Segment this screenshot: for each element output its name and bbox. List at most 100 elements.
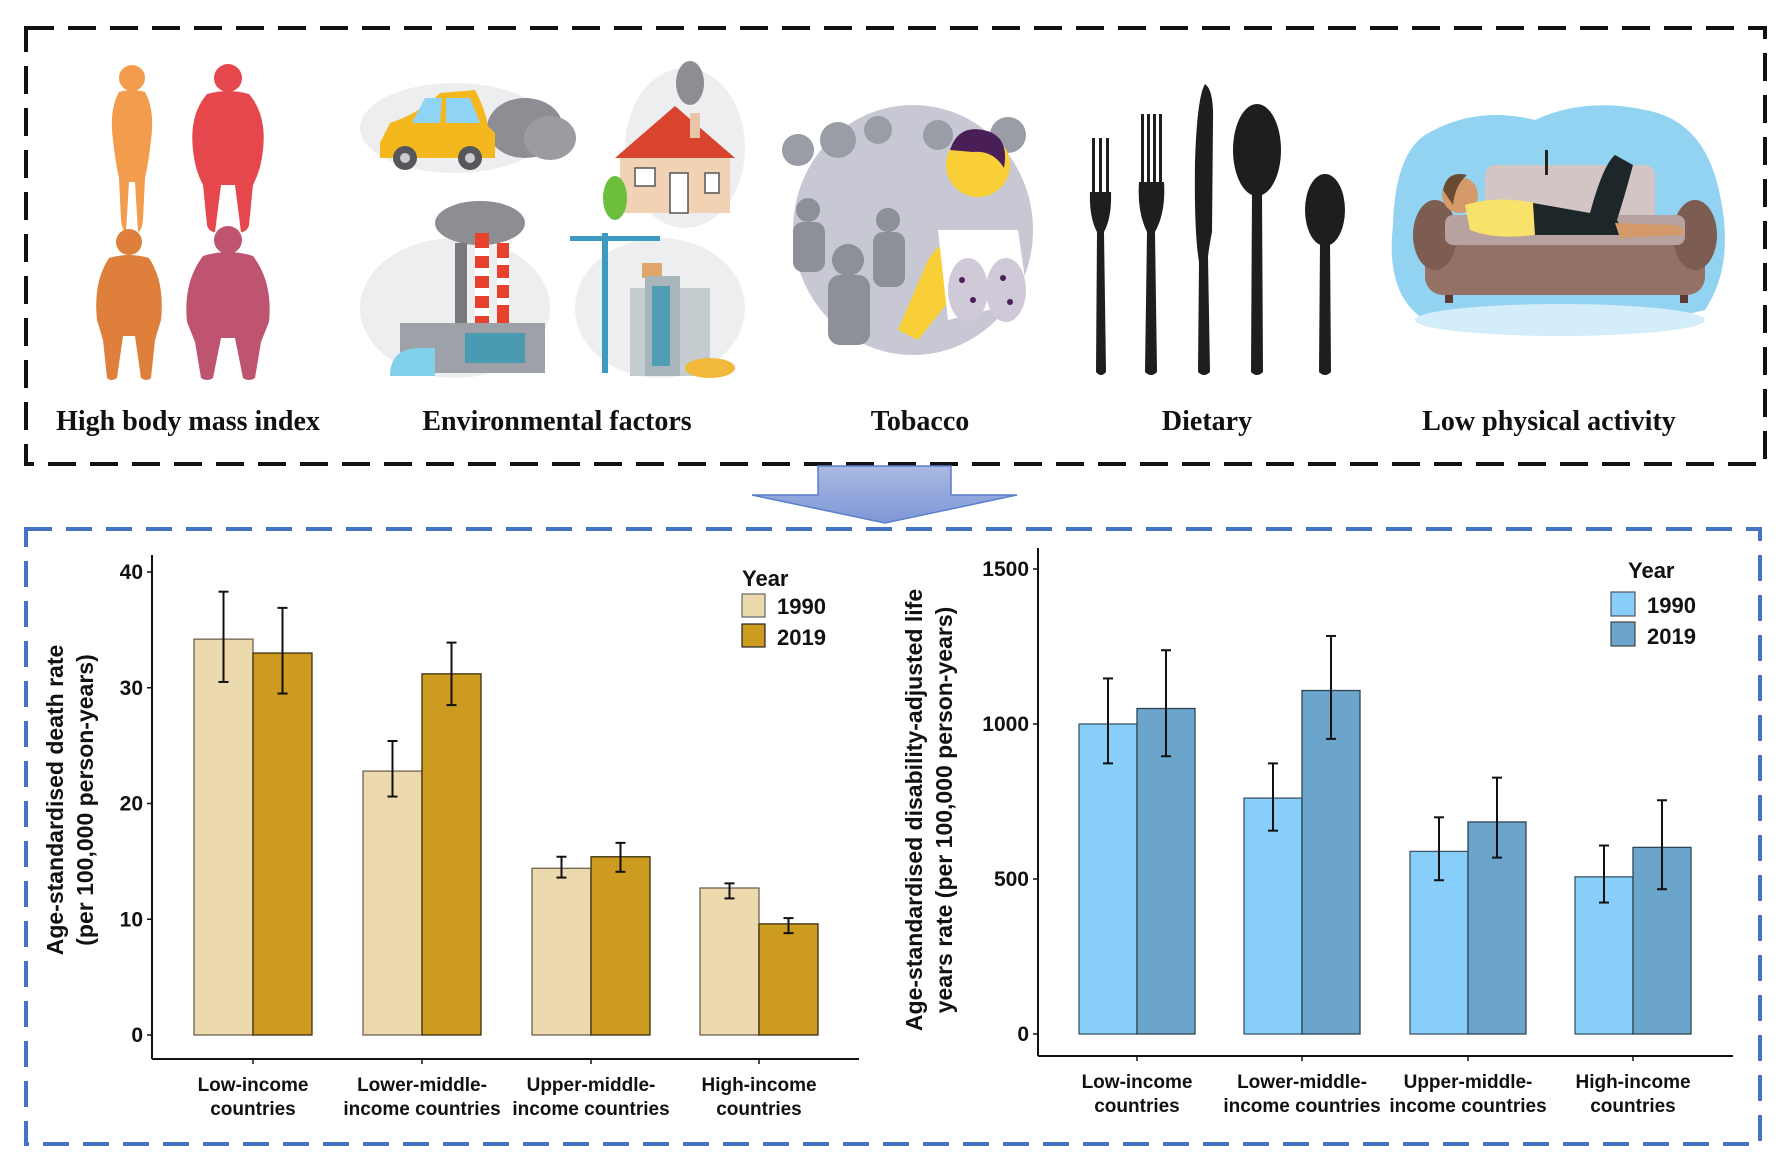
x-category-label: Low-income — [1082, 1072, 1193, 1093]
error-bar-1990-1 — [387, 739, 398, 798]
y-axis-title-line-1: Age-standardised death rate — [42, 645, 68, 956]
error-bar-1990-0 — [1103, 677, 1113, 765]
error-bar-1990-3 — [1599, 844, 1609, 904]
x-category-label: High-income — [701, 1075, 816, 1096]
error-bar-1990-1 — [1268, 762, 1278, 832]
construction-crane-scene — [570, 233, 745, 378]
small-spoon — [1305, 174, 1345, 375]
legend-swatch-1990 — [1610, 591, 1636, 617]
bar-1990-2 — [531, 867, 592, 1036]
risk-label-dietary: Dietary — [1161, 406, 1253, 437]
legend-swatch-2019 — [1610, 621, 1636, 647]
charts-panel-border — [24, 527, 1762, 1146]
error-bar-2019-3 — [1657, 799, 1667, 891]
error-bar-2019-2 — [1492, 776, 1502, 859]
y-tick-label: 40 — [120, 561, 143, 584]
y-tick-label: 1000 — [982, 713, 1029, 736]
person-on-sofa-icon — [1391, 105, 1725, 336]
y-tick-label: 0 — [131, 1024, 143, 1047]
error-bar-2019-0 — [1161, 649, 1171, 758]
silhouette-slim-female — [111, 65, 153, 232]
y-tick-label: 30 — [120, 677, 143, 700]
house-chimney-scene — [603, 61, 745, 228]
y-tick-label: 20 — [120, 793, 143, 816]
error-bar-2019-2 — [615, 841, 626, 873]
smoker-lungs-icon — [782, 105, 1033, 355]
x-category-label: countries — [1094, 1096, 1180, 1117]
pollution-scenes-icon — [360, 61, 745, 378]
y-tick-label: 500 — [994, 868, 1029, 891]
risk-label-high-bmi: High body mass index — [56, 406, 320, 437]
x-category-label: countries — [210, 1099, 296, 1120]
legend-swatch-2019 — [741, 623, 766, 648]
error-bar-2019-0 — [277, 606, 288, 695]
x-category-label: countries — [1590, 1096, 1676, 1117]
bar-1990-0 — [193, 638, 254, 1036]
smoker-figure — [898, 129, 1028, 340]
risk-label-tobacco: Tobacco — [870, 406, 970, 437]
crowd-figures — [793, 198, 905, 345]
error-bar-1990-3 — [724, 882, 735, 900]
y-axis-title-line-2: (per 100,000 person-years) — [72, 654, 98, 946]
bar-2019-0 — [1136, 707, 1196, 1035]
x-category-label: Low-income — [198, 1075, 309, 1096]
y-axis-title-line-1: Age-standardised disability-adjusted lif… — [901, 589, 927, 1031]
bar-1990-1 — [362, 770, 423, 1036]
cutlery-icon — [1089, 84, 1345, 375]
large-spoon — [1233, 104, 1281, 375]
error-bar-1990-0 — [218, 590, 229, 683]
body-silhouettes-icon — [96, 64, 270, 380]
y-axis-title-line-2: years rate (per 100,000 person-years) — [931, 607, 957, 1014]
large-fork — [1138, 114, 1165, 375]
legend-title: Year — [742, 566, 789, 591]
x-category-label: Upper-middle- — [1404, 1072, 1533, 1093]
x-category-label: countries — [716, 1099, 802, 1120]
legend-label-1990: 1990 — [1647, 593, 1696, 618]
x-category-label: High-income — [1575, 1072, 1690, 1093]
bar-2019-2 — [590, 856, 651, 1036]
x-category-label: income countries — [343, 1099, 500, 1120]
silhouette-heavy-female — [192, 64, 264, 232]
bar-1990-3 — [699, 887, 760, 1036]
y-tick-label: 1500 — [982, 558, 1029, 581]
small-fork — [1089, 138, 1112, 375]
error-bar-2019-3 — [783, 917, 794, 935]
x-category-label: income countries — [512, 1099, 669, 1120]
x-category-label: income countries — [1223, 1096, 1380, 1117]
bar-1990-0 — [1078, 723, 1138, 1035]
silhouette-heavy-male — [186, 226, 270, 380]
error-bar-1990-2 — [556, 855, 567, 879]
x-category-label: Upper-middle- — [527, 1075, 656, 1096]
risk-label-low-physical-activity: Low physical activity — [1422, 406, 1676, 437]
factory-smoke-scene — [360, 201, 550, 378]
death-rate-legend: Year 1990 2019 — [741, 566, 826, 650]
x-category-label: Lower-middle- — [357, 1075, 487, 1096]
death-rate-y-axis-title: Age-standardised death rate (per 100,000… — [42, 645, 98, 956]
risk-factors-border — [24, 26, 1767, 466]
bar-2019-1 — [1301, 689, 1361, 1035]
legend-label-2019: 2019 — [777, 625, 826, 650]
y-tick-label: 0 — [1017, 1023, 1029, 1046]
charts-panel — [24, 527, 1762, 1146]
reclining-person — [1442, 150, 1684, 238]
legend-label-1990: 1990 — [777, 594, 826, 619]
error-bar-2019-1 — [1326, 634, 1336, 740]
x-category-label: Lower-middle- — [1237, 1072, 1367, 1093]
legend-swatch-1990 — [741, 593, 766, 618]
error-bar-1990-2 — [1434, 816, 1444, 882]
legend-label-2019: 2019 — [1647, 624, 1696, 649]
down-arrow-icon — [751, 465, 1018, 524]
daly-rate-legend: Year 1990 2019 — [1610, 558, 1696, 649]
risk-factors-panel — [24, 26, 1767, 466]
error-bar-2019-1 — [446, 641, 457, 707]
car-exhaust-scene — [360, 83, 576, 173]
y-tick-label: 10 — [120, 908, 143, 931]
bar-2019-3 — [758, 923, 819, 1036]
silhouette-medium-male — [96, 229, 162, 380]
daly-rate-y-axis-title: Age-standardised disability-adjusted lif… — [901, 589, 957, 1031]
risk-label-environmental: Environmental factors — [422, 406, 692, 437]
smoke-clouds — [782, 116, 1026, 166]
legend-title: Year — [1628, 558, 1675, 583]
